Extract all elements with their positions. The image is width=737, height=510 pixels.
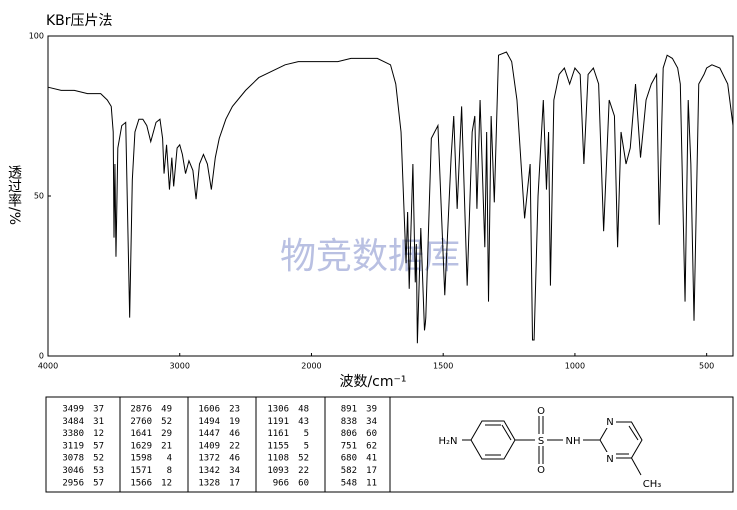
peak-transmittance: 37 (93, 405, 104, 415)
atom-label: S (538, 436, 544, 447)
peak-transmittance: 53 (93, 466, 104, 476)
watermark: 物竞数据库 (280, 236, 460, 277)
peak-wavenumber: 1606 (198, 405, 220, 415)
y-axis-label: 透过率/% (6, 165, 22, 225)
peak-wavenumber: 548 (341, 478, 357, 488)
peak-transmittance: 60 (366, 429, 377, 439)
atom-label: N (606, 417, 613, 428)
peak-transmittance: 17 (366, 466, 377, 476)
peak-wavenumber: 2760 (130, 417, 152, 427)
peak-transmittance: 62 (366, 441, 377, 451)
peak-wavenumber: 1372 (198, 454, 220, 464)
peak-wavenumber: 1571 (130, 466, 152, 476)
peak-transmittance: 34 (366, 417, 377, 427)
peak-transmittance: 22 (298, 466, 309, 476)
peak-transmittance: 39 (366, 405, 377, 415)
peak-transmittance: 12 (93, 429, 104, 439)
peak-transmittance: 5 (304, 441, 309, 451)
atom-label: N (606, 454, 613, 465)
atom-label: H₂N (438, 436, 457, 447)
peak-wavenumber: 1328 (198, 478, 220, 488)
peak-transmittance: 46 (229, 454, 240, 464)
peak-wavenumber: 751 (341, 441, 357, 451)
peak-wavenumber: 1108 (267, 454, 289, 464)
peak-wavenumber: 3046 (62, 466, 84, 476)
x-tick-label: 4000 (38, 362, 58, 371)
peak-wavenumber: 1494 (198, 417, 220, 427)
peak-wavenumber: 2956 (62, 478, 84, 488)
peak-transmittance: 60 (298, 478, 309, 488)
peak-wavenumber: 1161 (267, 429, 289, 439)
peak-wavenumber: 680 (341, 454, 357, 464)
peak-transmittance: 17 (229, 478, 240, 488)
table-dividers (119, 397, 391, 492)
plot-frame (47, 35, 734, 357)
peak-wavenumber: 1447 (198, 429, 220, 439)
y-tick-label: 100 (29, 32, 44, 41)
peak-transmittance: 52 (93, 454, 104, 464)
peak-wavenumber: 1342 (198, 466, 220, 476)
molecule-labels: H₂N S O O NH N N CH₃ (438, 406, 661, 490)
peak-transmittance: 23 (229, 405, 240, 415)
peak-wavenumber: 3499 (62, 405, 84, 415)
peak-wavenumber: 1155 (267, 441, 289, 451)
peak-transmittance: 8 (167, 466, 172, 476)
peak-wavenumber: 806 (341, 429, 357, 439)
peak-wavenumber: 3484 (62, 417, 84, 427)
peak-wavenumber: 3119 (62, 441, 84, 451)
peak-transmittance: 57 (93, 478, 104, 488)
x-axis-label: 波数/cm⁻¹ (339, 374, 406, 390)
peak-wavenumber: 3380 (62, 429, 84, 439)
peak-transmittance: 11 (366, 478, 377, 488)
spectrum-line (47, 51, 734, 344)
peak-transmittance: 48 (298, 405, 309, 415)
atom-label: O (537, 465, 545, 476)
peak-transmittance: 57 (93, 441, 104, 451)
x-tick-label: 500 (699, 362, 714, 371)
x-tick-label: 2000 (301, 362, 321, 371)
peak-transmittance: 5 (304, 429, 309, 439)
peak-transmittance: 21 (161, 441, 172, 451)
peak-wavenumber: 1191 (267, 417, 289, 427)
peak-transmittance: 22 (229, 441, 240, 451)
peak-wavenumber: 1566 (130, 478, 152, 488)
peak-transmittance: 52 (161, 417, 172, 427)
peak-transmittance: 19 (229, 417, 240, 427)
atom-label: NH (566, 436, 581, 447)
label-masks (604, 416, 616, 464)
peak-wavenumber: 1093 (267, 466, 289, 476)
y-tick-label: 50 (34, 192, 44, 201)
peak-wavenumber: 966 (273, 478, 289, 488)
peak-wavenumber: 2876 (130, 405, 152, 415)
peak-wavenumber: 891 (341, 405, 357, 415)
peak-transmittance: 31 (93, 417, 104, 427)
chart-title: KBr压片法 (46, 13, 113, 29)
peak-wavenumber: 1306 (267, 405, 289, 415)
x-tick-label: 3000 (170, 362, 190, 371)
peak-transmittance: 29 (161, 429, 172, 439)
peak-transmittance: 4 (167, 454, 172, 464)
peak-transmittance: 43 (298, 417, 309, 427)
peak-transmittance: 52 (298, 454, 309, 464)
peak-wavenumber: 582 (341, 466, 357, 476)
peak-wavenumber: 1629 (130, 441, 152, 451)
atom-label: CH₃ (643, 479, 662, 490)
peak-wavenumber: 1598 (130, 454, 152, 464)
x-tick-label: 1500 (433, 362, 453, 371)
peak-transmittance: 34 (229, 466, 240, 476)
peak-wavenumber: 3078 (62, 454, 84, 464)
molecule-bonds (462, 416, 643, 476)
peak-wavenumber: 1409 (198, 441, 220, 451)
peak-wavenumber: 838 (341, 417, 357, 427)
peak-transmittance: 12 (161, 478, 172, 488)
x-tick-label: 1000 (565, 362, 585, 371)
peak-transmittance: 46 (229, 429, 240, 439)
peak-transmittance: 49 (161, 405, 172, 415)
atom-label: O (537, 406, 545, 417)
y-tick-label: 0 (39, 352, 44, 361)
peak-transmittance: 41 (366, 454, 377, 464)
peak-wavenumber: 1641 (130, 429, 152, 439)
